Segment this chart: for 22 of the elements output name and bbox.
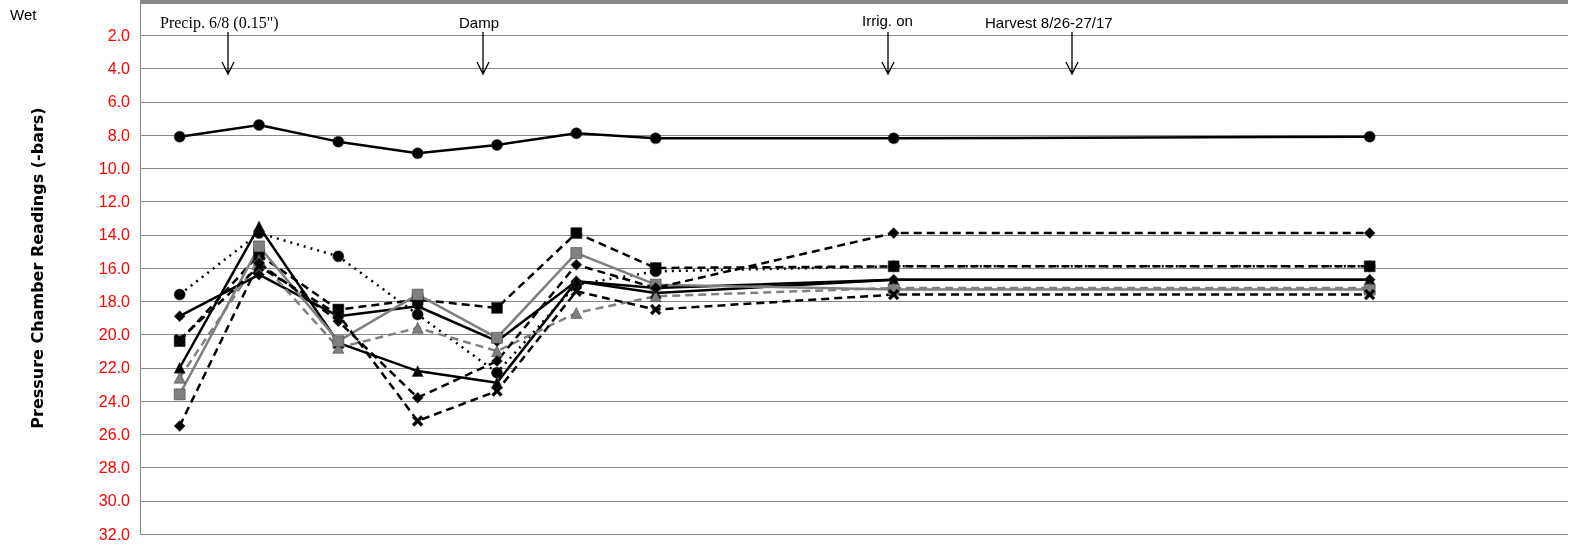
- y-tick-label: 6.0: [107, 93, 131, 111]
- y-tick-label: 2.0: [107, 26, 131, 44]
- text: Wet: [10, 6, 37, 23]
- y-tick-label: 26.0: [98, 425, 131, 443]
- annotation: Irrig. on: [862, 12, 913, 29]
- y-tick-label: 8.0: [107, 126, 131, 144]
- y-tick-label: 18.0: [98, 292, 131, 310]
- y-tick-label: 22.0: [98, 359, 131, 377]
- y-tick-label: 24.0: [98, 392, 131, 410]
- y-tick-label: 14.0: [98, 226, 131, 244]
- y-tick-label: 12.0: [98, 193, 131, 210]
- annotation: Precip. 6/8 (0.15"): [160, 14, 279, 32]
- annotation: Damp: [459, 14, 500, 31]
- y-tick-label: 4.0: [107, 60, 131, 77]
- annotation: Harvest 8/26-27/17: [985, 14, 1113, 31]
- y-axis-title: Pressure Chamber Readings (-bars): [27, 107, 47, 429]
- y-tick-label: 32.0: [98, 525, 131, 543]
- y-tick-label: 30.0: [98, 492, 131, 510]
- y-tick-label: 20.0: [98, 326, 131, 343]
- y-tick-label: 28.0: [98, 459, 131, 476]
- y-tick-label: 16.0: [98, 259, 131, 277]
- y-tick-label: 10.0: [98, 159, 131, 177]
